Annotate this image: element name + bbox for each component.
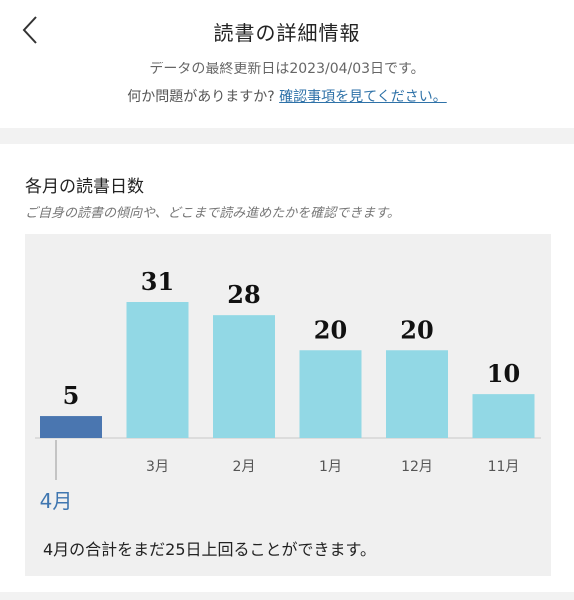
- chart-category-label: 11月: [488, 459, 520, 475]
- chart-category-label: 3月: [146, 459, 169, 475]
- chart-bar[interactable]: [472, 394, 535, 438]
- chevron-left-icon: [22, 16, 37, 44]
- chart-value-label: 20: [314, 315, 347, 344]
- chart-value-label: 5: [63, 381, 80, 410]
- summary-text: 4月の合計をまだ25日上回ることができます。: [43, 540, 376, 559]
- chart-bar[interactable]: [40, 416, 102, 438]
- notice-question: 何か問題がありますか?: [127, 89, 275, 105]
- chart-bar[interactable]: [213, 315, 275, 438]
- bottom-divider: [0, 592, 574, 600]
- chart-category-label: 1月: [319, 459, 342, 475]
- bar-chart: 5 4月 31 3月 28 2月 20 1月 20 12月 10 11月: [35, 267, 541, 513]
- chart-value-label: 31: [141, 267, 174, 296]
- section-title: 各月の読書日数: [25, 177, 144, 197]
- notice-link[interactable]: 確認事項を見てください。: [279, 89, 447, 105]
- page-title: 読書の詳細情報: [213, 21, 361, 45]
- section-subtitle: ご自身の読書の傾向や、どこまで読み進めたかを確認できます。: [25, 206, 400, 221]
- notice-partial-line: データの最終更新日は2023/04/03日です。: [149, 62, 425, 77]
- monthly-reading-chart: 5 4月 31 3月 28 2月 20 1月 20 12月 10 11月 4月の合計をまだ25日上回る…: [25, 234, 551, 576]
- chart-value-label: 28: [227, 280, 260, 309]
- chart-bar[interactable]: [126, 302, 189, 438]
- chart-bar[interactable]: [386, 350, 448, 438]
- chart-category-label: 12月: [401, 459, 433, 475]
- back-button[interactable]: [18, 14, 46, 46]
- chart-value-label: 10: [487, 359, 520, 388]
- section-divider: [0, 128, 574, 144]
- chart-category-label: 4月: [40, 489, 73, 513]
- chart-bar[interactable]: [299, 350, 362, 438]
- header-bar: 読書の詳細情報: [0, 0, 574, 63]
- data-notice: データの最終更新日は2023/04/03日です。 何か問題がありますか? 確認事…: [0, 62, 574, 128]
- chart-category-label: 2月: [233, 459, 256, 475]
- chart-value-label: 20: [400, 315, 433, 344]
- notice-line: 何か問題がありますか? 確認事項を見てください。: [0, 86, 574, 106]
